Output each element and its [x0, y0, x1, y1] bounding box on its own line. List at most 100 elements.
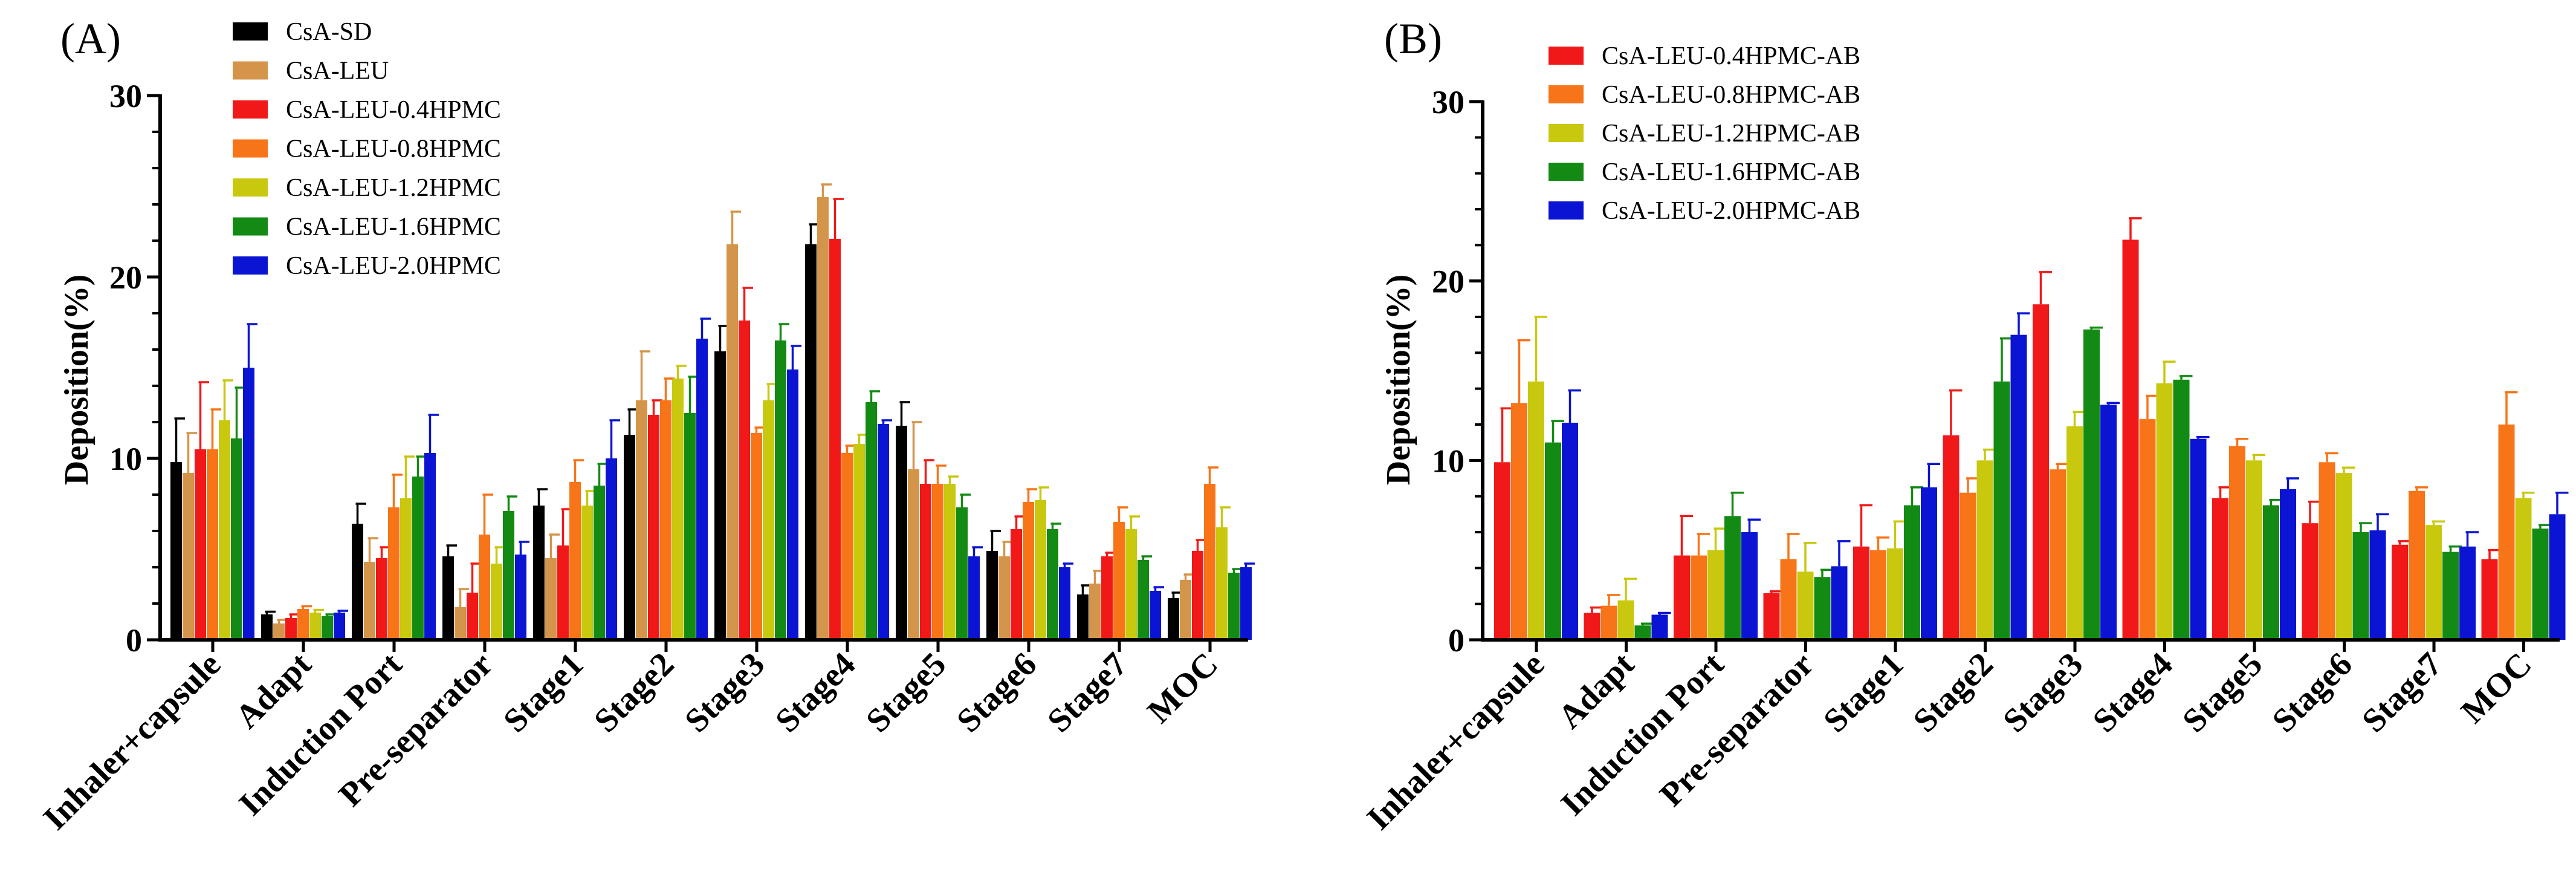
bar [1870, 550, 1886, 640]
bar [2481, 559, 2498, 640]
bar [739, 321, 750, 640]
bar [334, 613, 345, 640]
x-tick-label: Stage4 [768, 645, 862, 740]
bar [696, 339, 708, 640]
x-tick-label: Pre-separator [1652, 645, 1820, 813]
x-tick-label: Stage3 [1996, 645, 2090, 740]
bar [1011, 529, 1022, 640]
bar [594, 486, 605, 640]
bar [932, 484, 943, 640]
bar [1814, 577, 1831, 640]
legend-swatch [233, 139, 268, 158]
bar [2066, 426, 2083, 640]
bar [1600, 605, 1617, 640]
bar [2302, 523, 2319, 640]
legend-label: CsA-LEU-0.8HPMC-AB [1602, 81, 1860, 109]
bar [2515, 498, 2532, 640]
bar [442, 556, 454, 640]
bar [1216, 527, 1228, 640]
y-tick-label: 30 [109, 78, 142, 114]
bar [866, 402, 877, 640]
legend: CsA-LEU-0.4HPMC-AB CsA-LEU-0.8HPMC-AB CsA-… [1549, 42, 1860, 225]
bar [1077, 594, 1089, 640]
bar [195, 449, 206, 640]
bar [1853, 546, 1869, 640]
bar [606, 458, 617, 640]
chart-panel-b: (B) Deposition(%) 0 10 20 30 Inhaler+capsul… [1360, 15, 2569, 838]
bar [751, 433, 762, 640]
bar [2352, 532, 2369, 640]
legend-swatch [1549, 163, 1584, 181]
bar [986, 551, 998, 640]
bar [2083, 329, 2100, 640]
bar [1089, 584, 1101, 640]
bar [2173, 379, 2190, 640]
bar [998, 556, 1010, 640]
x-tick-label: Stage5 [2175, 645, 2270, 740]
y-axis-label: Deposition(%) [1380, 275, 1417, 485]
legend-label: CsA-LEU [286, 57, 389, 85]
bar [2050, 469, 2066, 640]
bar [1584, 613, 1600, 640]
legend-label: CsA-LEU-2.0HPMC-AB [1602, 197, 1860, 225]
bar [1993, 381, 2010, 640]
x-tick-label: Inhaler+capsule [36, 645, 228, 837]
bar [763, 400, 774, 640]
bar [388, 507, 400, 640]
bar [1035, 500, 1046, 640]
legend-swatch [1549, 85, 1584, 103]
bar [2335, 473, 2352, 640]
bar [2459, 546, 2476, 640]
bar [243, 368, 254, 640]
bar [1528, 381, 1544, 640]
bar [533, 506, 545, 640]
y-tick-label: 0 [1448, 622, 1464, 659]
bar [672, 379, 684, 640]
bar [1023, 502, 1034, 640]
legend-swatch [1549, 47, 1584, 65]
bar [1887, 548, 1903, 640]
bar [727, 244, 738, 640]
legend-swatch [1549, 124, 1584, 142]
x-tick-label: Stage6 [2265, 645, 2360, 740]
legend-swatch [233, 256, 268, 275]
y-tick-label: 10 [109, 441, 142, 477]
bar [636, 400, 647, 640]
legend-label: CsA-LEU-2.0HPMC [286, 252, 501, 280]
bar [1562, 423, 1578, 640]
x-tick-label: Stage3 [678, 645, 772, 740]
panel-label: (B) [1384, 15, 1442, 63]
bar [376, 558, 387, 640]
axes-layer [147, 94, 1248, 652]
bar [581, 506, 593, 640]
bar [1059, 567, 1070, 640]
bar [1976, 460, 1993, 640]
bar [1763, 593, 1780, 640]
bar [2392, 544, 2408, 640]
bar [2409, 490, 2425, 640]
x-tick-label: Stage5 [859, 645, 953, 740]
legend-label: CsA-LEU-1.6HPMC [286, 213, 501, 241]
legend-swatch [233, 22, 268, 41]
bar [424, 453, 436, 640]
bar [956, 507, 968, 640]
bar [1741, 532, 1758, 640]
bar [2010, 334, 2027, 640]
bar [412, 477, 424, 640]
y-tick-label: 20 [109, 259, 142, 296]
bar [2532, 529, 2549, 640]
bar [1617, 600, 1634, 640]
bar [1494, 462, 1510, 640]
bar [1780, 559, 1797, 640]
bar [1228, 573, 1240, 640]
x-tick-label: MOC [1141, 645, 1226, 731]
bar [841, 453, 853, 640]
bar [1634, 625, 1651, 640]
bar [853, 444, 865, 640]
bar [660, 400, 672, 640]
bar [805, 244, 817, 640]
bar [2122, 239, 2139, 640]
